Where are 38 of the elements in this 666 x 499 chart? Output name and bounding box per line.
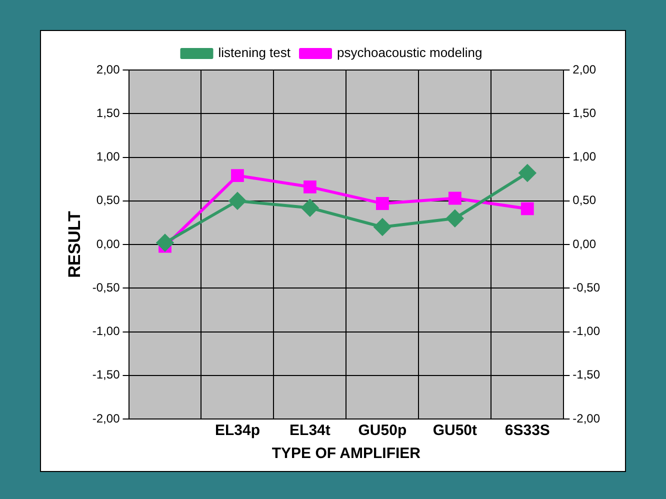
point (376, 197, 389, 210)
y2-tick-label: 0,00 (572, 236, 596, 251)
y-tick-label: -2,00 (92, 411, 120, 426)
y-tick-label: 2,00 (96, 62, 120, 76)
point (448, 192, 462, 205)
x-tick-label: EL34p (214, 422, 260, 440)
x-tick-label: GU50t (432, 422, 478, 440)
x-tick-label: 6S33S (504, 422, 550, 440)
point (228, 192, 246, 210)
legend-label: listening test (218, 45, 291, 60)
x-tick-label: EL34t (290, 422, 330, 440)
y2-tick-label: 0,50 (572, 193, 596, 208)
y-tick-label: -0,50 (92, 280, 120, 294)
point (156, 234, 174, 252)
y2-tick-label: 1,50 (572, 106, 596, 120)
y-tick-label: 0,50 (96, 193, 120, 208)
y-tick-label: 0,00 (96, 236, 120, 251)
y2-tick-label: -1,50 (572, 368, 600, 382)
x-tick-label: GU50p (358, 422, 407, 440)
point (304, 180, 316, 194)
point (446, 210, 464, 227)
y2-tick-label: 2,00 (572, 62, 596, 76)
y-tick-label: 1,50 (96, 106, 120, 120)
point (231, 169, 244, 182)
x-axis-title: TYPE OF AMPLIFIER (272, 445, 421, 462)
y2-tick-label: -2,00 (572, 411, 600, 426)
point (520, 202, 534, 216)
point (374, 218, 391, 236)
y-axis-title: RESULT (64, 210, 84, 278)
y2-tick-label: 1,00 (572, 150, 596, 164)
y-tick-label: -1,50 (92, 368, 120, 382)
legend-label: psychoacoustic modeling (337, 45, 482, 60)
point (301, 199, 318, 216)
y-tick-label: 1,00 (96, 150, 120, 164)
y-tick-label: -1,00 (92, 324, 120, 338)
y2-tick-label: -0,50 (572, 280, 600, 294)
point (518, 164, 536, 182)
y2-tick-label: -1,00 (572, 324, 600, 338)
